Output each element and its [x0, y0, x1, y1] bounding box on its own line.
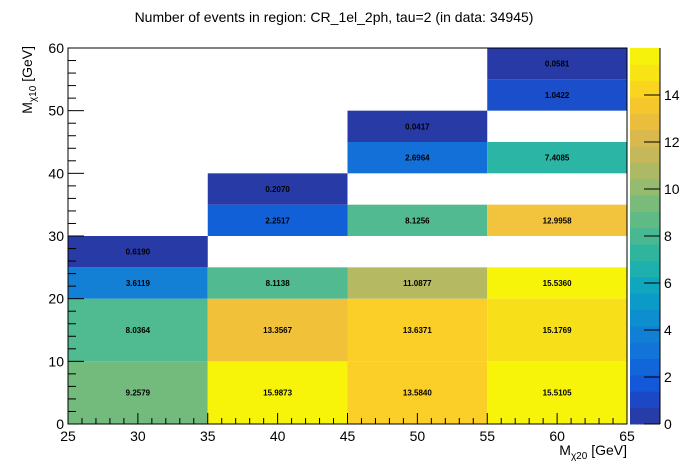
color-scale-band [630, 195, 660, 212]
y-tick-label: 20 [48, 291, 64, 307]
cell-value-label: 3.6119 [126, 279, 151, 288]
x-tick-label: 50 [410, 428, 426, 444]
heatmap-cell [487, 267, 627, 299]
cell-value-label: 12.9958 [543, 216, 572, 225]
heatmap-cell [487, 204, 627, 236]
color-scale-band [630, 309, 660, 327]
heatmap-cell [207, 298, 348, 362]
cell-value-label: 2.2517 [265, 216, 290, 225]
heatmap-cell [487, 142, 627, 174]
color-scale-tick-label: 10 [664, 181, 680, 197]
color-scale-tick-label: 4 [664, 322, 672, 338]
cell-value-label: 2.6964 [405, 154, 430, 163]
cell-value-label: 13.5840 [403, 389, 432, 398]
x-axis-label-base: M [559, 442, 571, 458]
axes: 25 30 35 40 45 50 55 60 65 0 10 20 30 40 50 60 [48, 40, 635, 444]
color-scale-bar: 0 2 4 6 8 10 12 14 [630, 48, 680, 432]
cell-value-label: 0.6190 [126, 248, 151, 257]
color-scale-tick-label: 14 [664, 87, 680, 103]
x-tick-label: 35 [200, 428, 216, 444]
x-tick-label: 65 [619, 428, 635, 444]
color-scale-band [630, 129, 660, 147]
color-scale-tick-label: 12 [664, 134, 680, 150]
heatmap-cell [487, 79, 627, 111]
color-scale-band [630, 358, 660, 376]
cell-value-label: 8.0364 [126, 326, 151, 335]
heatmap-cell [207, 173, 348, 205]
cell-value-label: 15.1769 [543, 326, 572, 335]
color-scale-tick-label: 6 [664, 275, 672, 291]
cell-value-label: 11.0877 [403, 279, 432, 288]
heatmap-cell [347, 267, 488, 299]
cell-value-label: 8.1256 [405, 216, 430, 225]
cell-value-label: 1.0422 [545, 91, 570, 100]
x-axis-label: Mχ20 [GeV] [559, 442, 627, 462]
color-scale-band [630, 244, 660, 262]
heatmap-cell [207, 267, 348, 299]
color-scale-band [630, 211, 660, 229]
heatmap-cell [347, 110, 488, 142]
color-scale-band [630, 391, 660, 409]
y-axis-label: Mχ10 [GeV] [19, 46, 39, 114]
x-axis-label-unit: [GeV] [587, 442, 627, 458]
color-scale-band [630, 342, 660, 360]
y-axis-label-unit: [GeV] [19, 46, 35, 86]
color-scale-band [630, 260, 660, 278]
heatmap-cell [487, 48, 627, 80]
cell-value-label: 13.3567 [263, 326, 292, 335]
heatmap-cell [207, 204, 348, 236]
y-tick-label: 30 [48, 228, 64, 244]
cell-value-label: 0.0581 [545, 60, 570, 69]
y-tick-label: 0 [56, 416, 64, 432]
x-tick-label: 60 [549, 428, 565, 444]
color-scale-band [630, 293, 660, 311]
color-scale-tick-label: 0 [664, 416, 672, 432]
color-scale-band [630, 325, 660, 343]
cell-value-label: 8.1138 [266, 279, 291, 288]
heatmap-cells: 9.2579 8.0364 3.6119 0.6190 15.9873 13.3567 8.… [68, 48, 627, 424]
color-scale-band [630, 407, 660, 425]
cell-value-label: 15.5105 [543, 389, 572, 398]
color-scale-band [630, 80, 660, 98]
x-tick-label: 30 [130, 428, 146, 444]
heatmap-cell [68, 236, 208, 268]
cell-value-label: 15.5360 [543, 279, 572, 288]
x-tick-label: 25 [60, 428, 76, 444]
cell-value-label: 0.2070 [265, 185, 290, 194]
color-scale-band [630, 48, 660, 65]
cell-value-label: 7.4085 [545, 154, 570, 163]
x-tick-label: 40 [270, 428, 286, 444]
color-scale-band [630, 276, 660, 294]
color-scale-band [630, 178, 660, 196]
y-tick-label: 40 [48, 165, 64, 181]
y-tick-label: 60 [48, 40, 64, 56]
x-tick-label: 55 [479, 428, 495, 444]
color-scale-tick-label: 2 [664, 369, 672, 385]
chart-title: Number of events in region: CR_1el_2ph, … [135, 9, 534, 25]
y-tick-label: 10 [48, 353, 64, 369]
heatmap-cell [347, 142, 488, 174]
color-scale-band [630, 374, 660, 392]
color-scale-band [630, 162, 660, 180]
heatmap-cell [347, 298, 488, 362]
color-scale-band [630, 97, 660, 114]
heatmap-cell [68, 267, 208, 299]
heatmap-cell [68, 298, 208, 362]
x-axis-label-sub: χ20 [571, 451, 588, 462]
color-scale-band [630, 64, 660, 82]
heatmap-cell [347, 204, 488, 236]
cell-value-label: 15.9873 [263, 389, 292, 398]
y-axis-label-base: M [19, 102, 35, 114]
cell-value-label: 9.2579 [126, 389, 151, 398]
y-axis-label-sub: χ10 [28, 85, 39, 102]
cell-value-label: 13.6371 [403, 326, 432, 335]
x-tick-label: 45 [340, 428, 356, 444]
heatmap-cell [487, 298, 627, 362]
cell-value-label: 0.0417 [405, 122, 430, 131]
color-scale-band [630, 146, 660, 163]
color-scale-tick-label: 8 [664, 228, 672, 244]
y-tick-label: 50 [48, 103, 64, 119]
color-scale-band [630, 113, 660, 131]
